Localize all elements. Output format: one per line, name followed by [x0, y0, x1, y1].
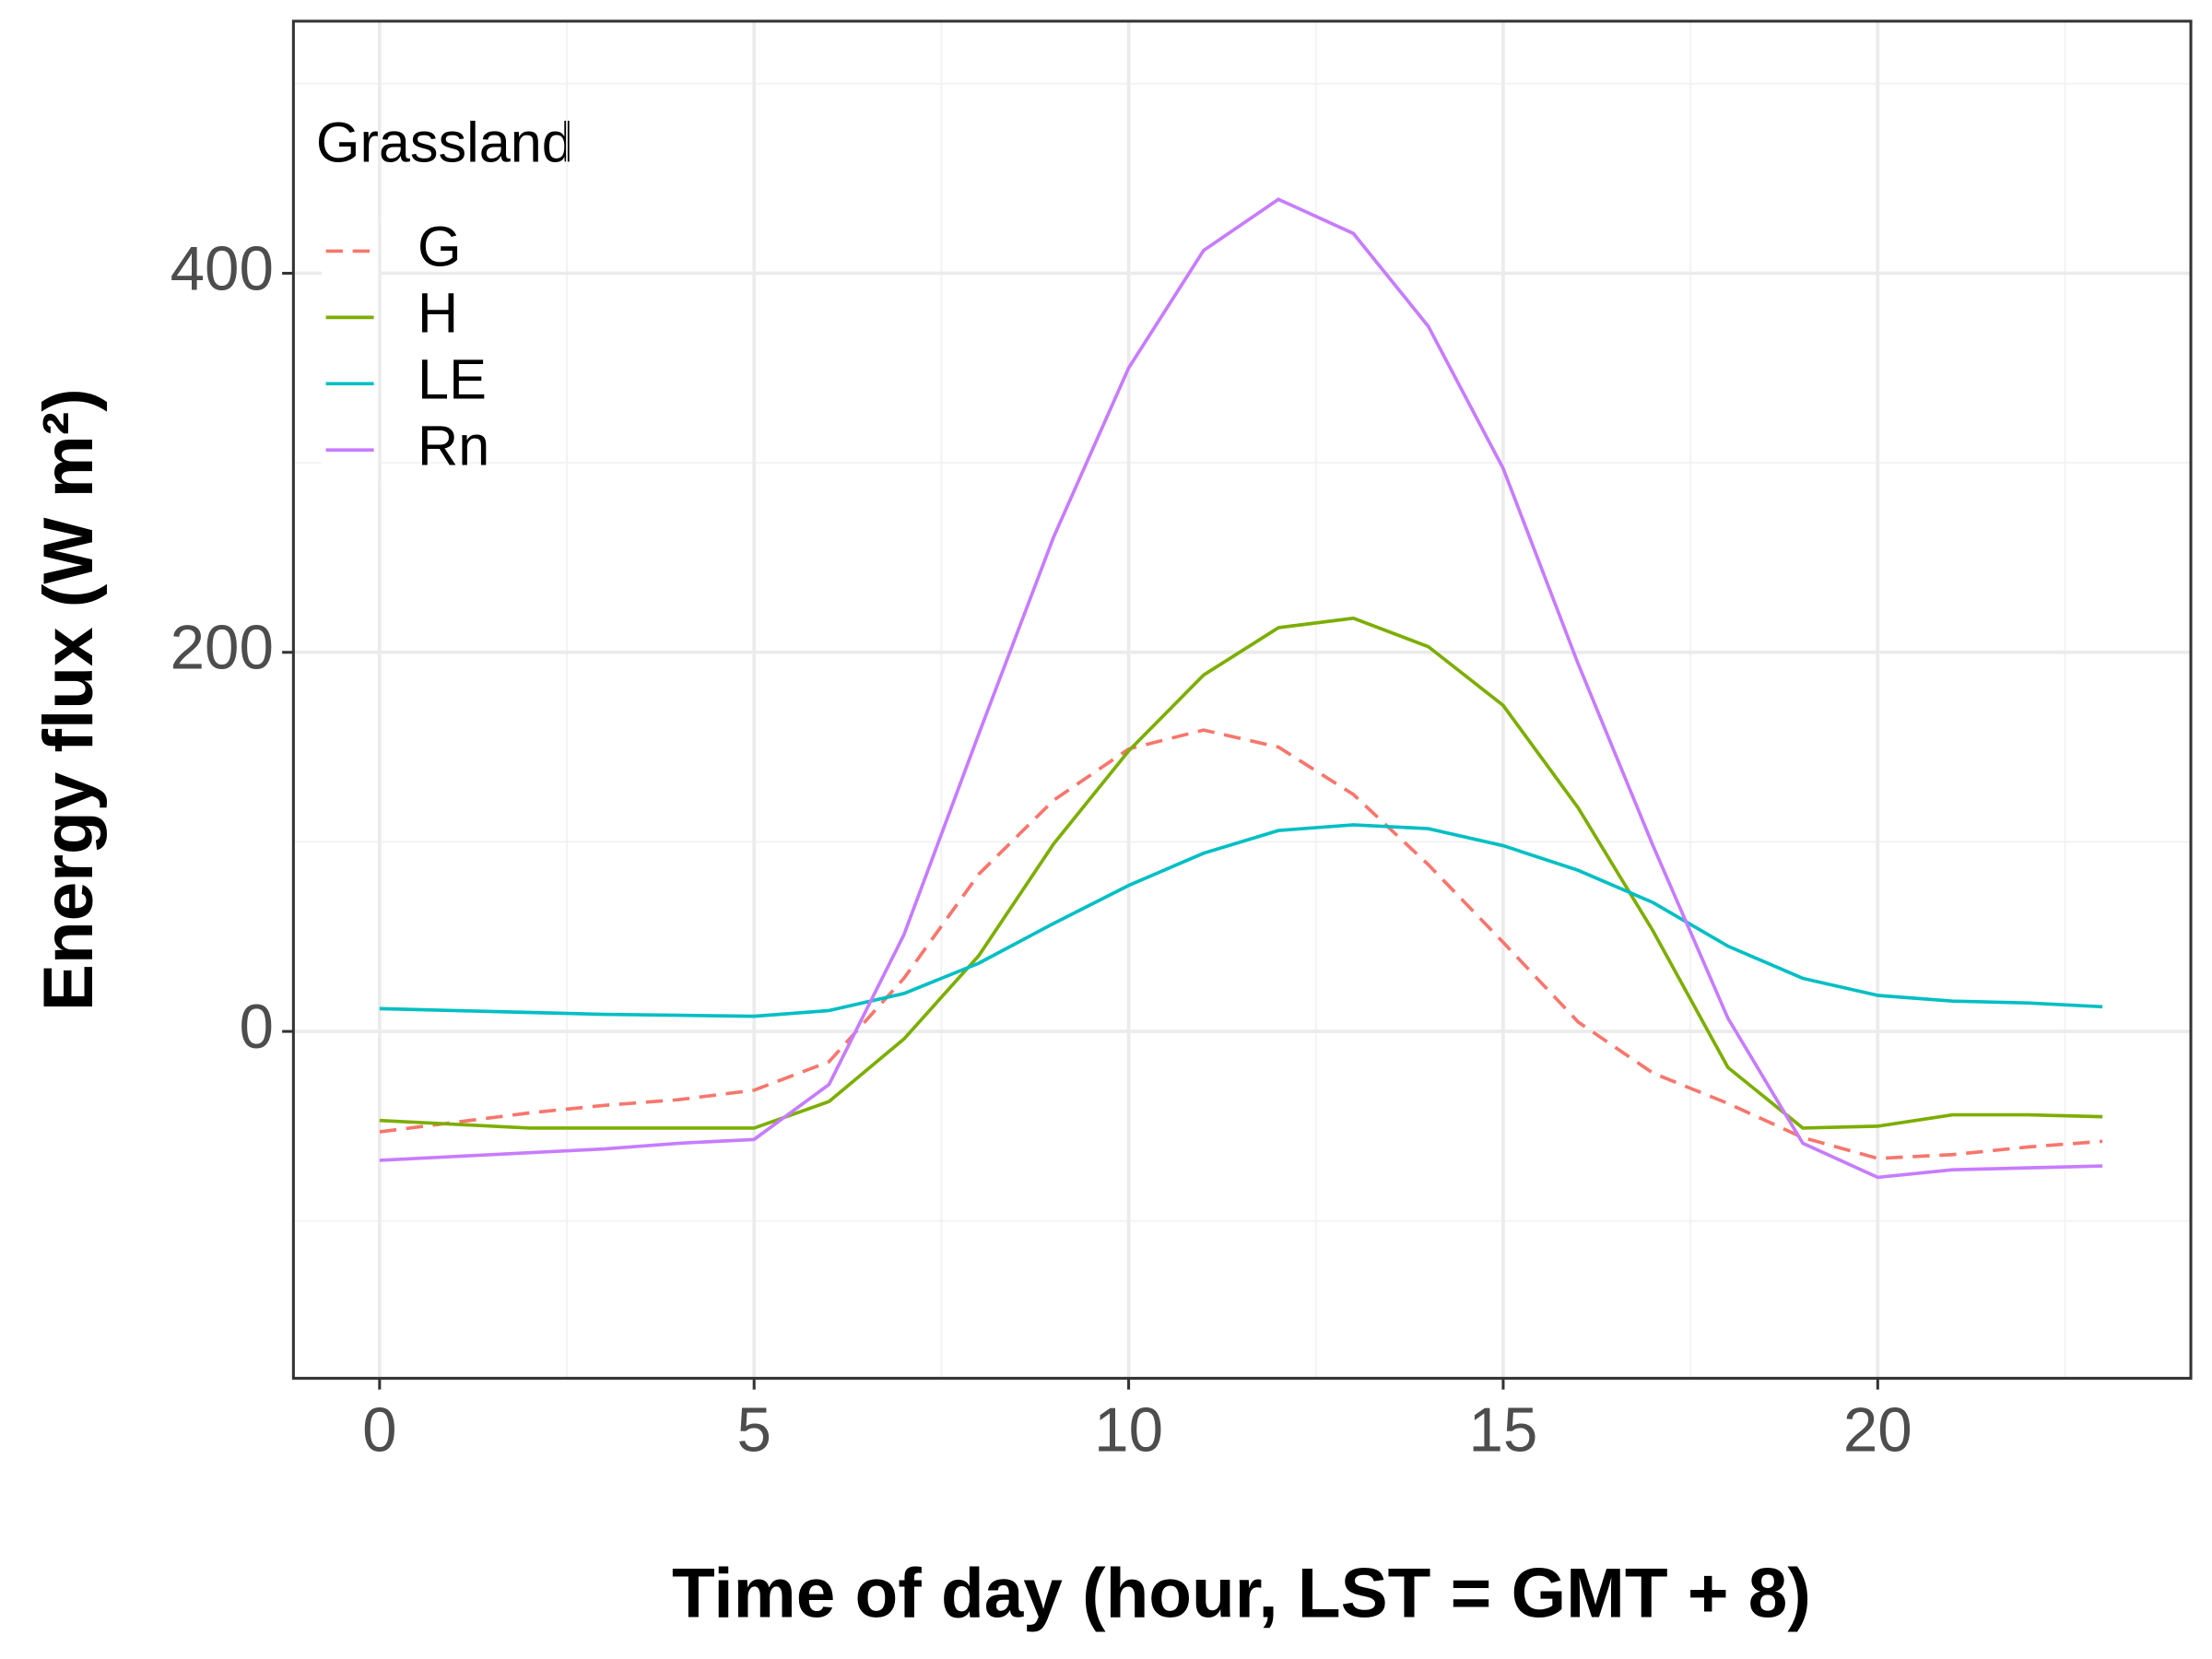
legend-label: Rn	[418, 414, 489, 477]
x-tick-label: 20	[1843, 1395, 1912, 1465]
x-axis-title: Time of day (hour, LST = GMT + 8)	[672, 1554, 1811, 1632]
y-tick-label: 400	[171, 234, 274, 303]
panel-border	[291, 19, 2193, 1380]
series-line	[379, 728, 2103, 1160]
legend-label: LE	[418, 347, 487, 410]
legend-label: G	[418, 216, 462, 278]
legend-label: H	[418, 282, 458, 345]
y-tick-label: 0	[239, 993, 273, 1062]
series-line	[379, 616, 2103, 1130]
series-line	[379, 823, 2103, 1018]
legend-title: Grassland	[316, 111, 573, 173]
series-line	[379, 197, 2103, 1180]
y-tick-label: 200	[171, 614, 274, 683]
x-tick-label: 10	[1094, 1395, 1163, 1465]
x-tick-label: 0	[362, 1395, 396, 1465]
x-tick-label: 5	[736, 1395, 771, 1465]
x-tick-label: 15	[1468, 1395, 1537, 1465]
y-axis-title: Energy flux (W m²)	[29, 388, 108, 1011]
